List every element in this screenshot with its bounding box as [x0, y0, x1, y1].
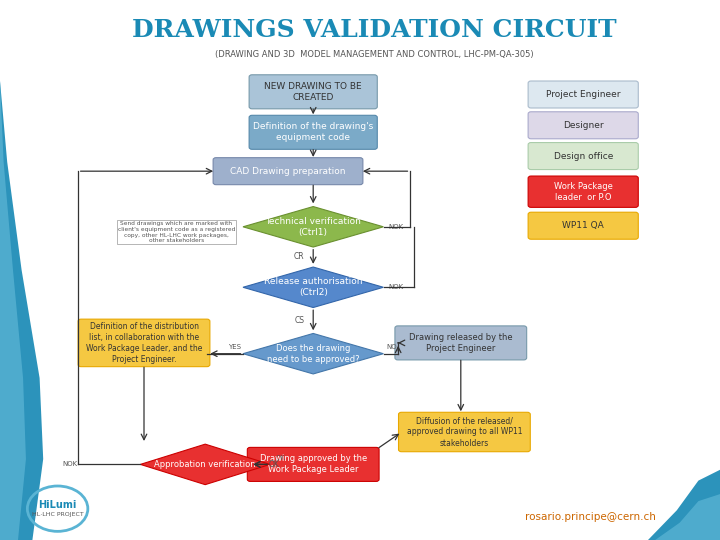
Text: (DRAWING AND 3D  MODEL MANAGEMENT AND CONTROL, LHC-PM-QA-305): (DRAWING AND 3D MODEL MANAGEMENT AND CON…: [215, 50, 534, 58]
Text: YES: YES: [228, 344, 241, 350]
Text: Technical verification
(Ctrl1): Technical verification (Ctrl1): [265, 217, 361, 237]
Text: Diffusion of the released/
approved drawing to all WP11
stakeholders: Diffusion of the released/ approved draw…: [407, 416, 522, 448]
Text: NOK: NOK: [63, 461, 78, 468]
FancyBboxPatch shape: [528, 81, 639, 108]
Text: NOK: NOK: [389, 224, 404, 230]
Polygon shape: [243, 267, 383, 307]
Text: DRAWINGS VALIDATION CIRCUIT: DRAWINGS VALIDATION CIRCUIT: [132, 18, 617, 42]
Text: Approbation verification: Approbation verification: [154, 460, 256, 469]
Text: Definition of the drawing's
equipment code: Definition of the drawing's equipment co…: [253, 122, 374, 143]
Text: Drawing approved by the
Work Package Leader: Drawing approved by the Work Package Lea…: [260, 454, 366, 475]
PathPatch shape: [648, 470, 720, 540]
Text: Does the drawing
need to be approved?: Does the drawing need to be approved?: [267, 343, 359, 364]
PathPatch shape: [0, 0, 26, 540]
FancyBboxPatch shape: [249, 116, 377, 149]
Text: rosario.principe@cern.ch: rosario.principe@cern.ch: [525, 512, 656, 522]
Text: NOK: NOK: [389, 284, 404, 291]
Text: HL·LHC PROJECT: HL·LHC PROJECT: [32, 511, 84, 517]
Polygon shape: [243, 206, 383, 247]
FancyBboxPatch shape: [248, 447, 379, 482]
FancyBboxPatch shape: [78, 319, 210, 367]
FancyBboxPatch shape: [528, 143, 639, 170]
Polygon shape: [243, 333, 383, 374]
Text: OK: OK: [276, 455, 286, 461]
Text: Work Package
leader  or P.O: Work Package leader or P.O: [554, 181, 613, 202]
FancyBboxPatch shape: [213, 158, 363, 185]
FancyBboxPatch shape: [528, 212, 639, 239]
Text: Send drawings which are marked with
client's equipment code as a registered
copy: Send drawings which are marked with clie…: [117, 221, 235, 244]
FancyBboxPatch shape: [249, 75, 377, 109]
Text: HiLumi: HiLumi: [38, 500, 77, 510]
Text: NO: NO: [386, 344, 397, 350]
Text: OK: OK: [269, 460, 280, 469]
Text: Design office: Design office: [554, 152, 613, 160]
Text: Designer: Designer: [563, 121, 603, 130]
Text: CS: CS: [294, 316, 305, 325]
Text: NEW DRAWING TO BE
CREATED: NEW DRAWING TO BE CREATED: [264, 82, 362, 102]
FancyBboxPatch shape: [528, 176, 639, 207]
Text: CR: CR: [294, 252, 305, 261]
Text: Definition of the distribution
list, in collaboration with the
Work Package Lead: Definition of the distribution list, in …: [86, 322, 202, 364]
Text: Drawing released by the
Project Engineer: Drawing released by the Project Engineer: [409, 333, 513, 353]
Polygon shape: [140, 444, 270, 485]
Text: CAD Drawing preparation: CAD Drawing preparation: [230, 167, 346, 176]
Text: Release authorisation
(Ctrl2): Release authorisation (Ctrl2): [264, 277, 362, 298]
Text: Project Engineer: Project Engineer: [546, 90, 621, 99]
Text: WP11 QA: WP11 QA: [562, 221, 604, 230]
FancyBboxPatch shape: [399, 413, 530, 451]
FancyBboxPatch shape: [395, 326, 527, 360]
PathPatch shape: [655, 494, 720, 540]
FancyBboxPatch shape: [528, 112, 639, 139]
PathPatch shape: [0, 0, 43, 540]
